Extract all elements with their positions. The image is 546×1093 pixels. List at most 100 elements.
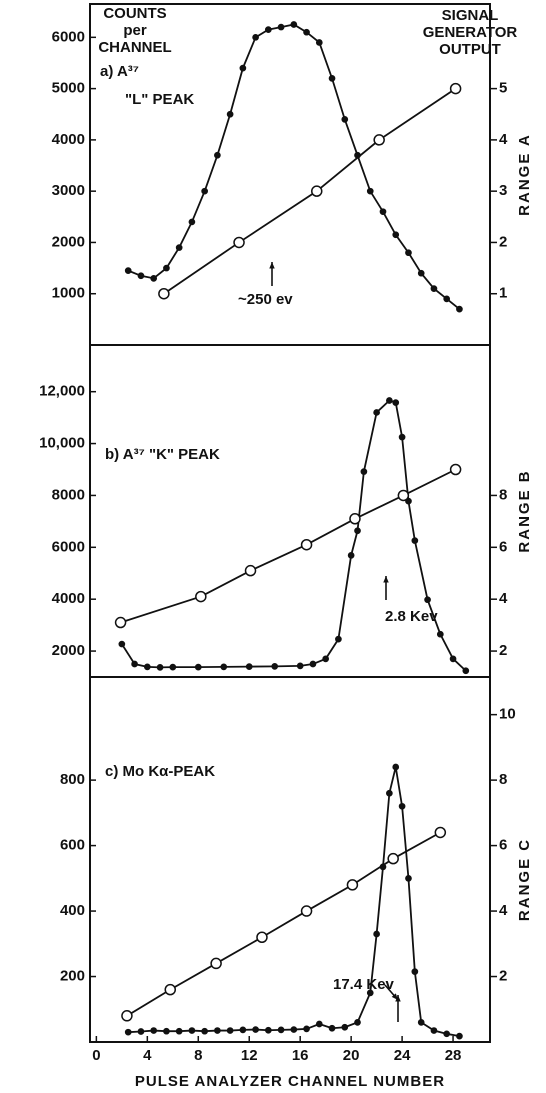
count-point bbox=[430, 285, 438, 292]
signal-point bbox=[256, 931, 268, 943]
signal-point bbox=[349, 513, 361, 525]
count-point bbox=[264, 26, 272, 33]
y2-tick-label: 10 bbox=[499, 706, 516, 723]
arrow-head bbox=[269, 262, 275, 269]
y2-tick-label: 4 bbox=[499, 131, 508, 148]
y-tick-label: 6000 bbox=[52, 28, 85, 45]
range-label: RANGE A bbox=[516, 133, 533, 216]
count-point bbox=[271, 663, 279, 670]
y-tick-label: 6000 bbox=[52, 538, 85, 555]
series-line bbox=[121, 399, 467, 672]
y2-tick-label: 5 bbox=[499, 80, 507, 97]
count-point bbox=[341, 116, 349, 123]
count-point bbox=[188, 218, 196, 226]
count-point bbox=[417, 269, 425, 277]
count-point bbox=[175, 244, 183, 251]
count-point bbox=[354, 527, 361, 535]
count-point bbox=[290, 1026, 298, 1033]
y-axis-label: COUNTS bbox=[103, 5, 166, 22]
count-point bbox=[360, 468, 368, 475]
y2-axis-label: OUTPUT bbox=[439, 41, 501, 58]
signal-point bbox=[373, 134, 385, 146]
panel-label: "L" PEAK bbox=[125, 91, 194, 108]
count-point bbox=[366, 989, 374, 997]
count-point bbox=[214, 151, 221, 159]
y-tick-label: 1000 bbox=[52, 285, 85, 302]
count-point bbox=[315, 39, 323, 46]
signal-point bbox=[449, 463, 462, 476]
signal-point bbox=[449, 82, 462, 95]
count-point bbox=[201, 187, 208, 195]
y2-tick-label: 4 bbox=[499, 902, 508, 919]
count-point bbox=[143, 663, 151, 671]
count-point bbox=[252, 1026, 259, 1033]
signal-point bbox=[233, 236, 245, 249]
y-tick-label: 200 bbox=[60, 967, 85, 984]
count-point bbox=[430, 1027, 438, 1034]
y-tick-label: 4000 bbox=[52, 131, 85, 148]
count-point bbox=[405, 249, 412, 257]
series-line bbox=[126, 831, 441, 1017]
x-tick-label: 16 bbox=[292, 1047, 309, 1064]
y-tick-label: 10,000 bbox=[39, 435, 85, 452]
count-point bbox=[436, 630, 444, 638]
count-point bbox=[124, 1028, 132, 1036]
count-point bbox=[347, 552, 355, 559]
count-point bbox=[386, 397, 393, 404]
count-point bbox=[392, 763, 400, 771]
count-point bbox=[214, 1027, 221, 1034]
count-point bbox=[328, 75, 336, 82]
panel-label: c) Mo Kα-PEAK bbox=[105, 763, 215, 780]
count-point bbox=[405, 497, 412, 505]
count-point bbox=[163, 264, 170, 272]
count-point bbox=[156, 664, 164, 671]
count-point bbox=[366, 187, 374, 195]
y2-tick-label: 4 bbox=[499, 590, 508, 607]
count-point bbox=[322, 655, 330, 663]
x-tick-label: 20 bbox=[343, 1047, 360, 1064]
y2-axis-label: SIGNAL bbox=[442, 7, 499, 24]
y2-tick-label: 8 bbox=[499, 486, 507, 503]
x-tick-label: 24 bbox=[394, 1047, 411, 1064]
count-point bbox=[118, 640, 126, 648]
signal-point bbox=[300, 905, 313, 917]
y-tick-label: 2000 bbox=[52, 233, 85, 250]
x-tick-label: 28 bbox=[445, 1047, 462, 1064]
count-point bbox=[226, 110, 234, 118]
count-point bbox=[354, 1019, 361, 1026]
count-point bbox=[226, 1027, 234, 1034]
count-point bbox=[175, 1027, 183, 1035]
signal-point bbox=[387, 852, 399, 865]
count-point bbox=[398, 802, 406, 810]
count-point bbox=[392, 231, 400, 239]
y2-tick-label: 8 bbox=[499, 771, 507, 788]
panel-frame bbox=[89, 676, 491, 1043]
y-tick-label: 12,000 bbox=[39, 383, 85, 400]
series-line bbox=[128, 766, 460, 1037]
panel-frame bbox=[89, 344, 491, 678]
annotation: 17.4 Kev bbox=[333, 976, 395, 993]
annotation: 2.8 Kev bbox=[385, 608, 438, 625]
x-tick-label: 12 bbox=[241, 1047, 258, 1064]
y-tick-label: 400 bbox=[60, 902, 85, 919]
y-tick-label: 800 bbox=[60, 771, 85, 788]
arrow-head bbox=[391, 993, 398, 1000]
y2-tick-label: 3 bbox=[499, 182, 507, 199]
count-point bbox=[194, 663, 202, 671]
signal-point bbox=[434, 826, 447, 839]
count-point bbox=[373, 409, 380, 416]
count-point bbox=[315, 1020, 323, 1028]
count-point bbox=[392, 399, 400, 406]
x-axis-label: PULSE ANALYZER CHANNEL NUMBER bbox=[135, 1073, 445, 1090]
count-point bbox=[417, 1019, 425, 1026]
count-point bbox=[245, 663, 253, 670]
y2-tick-label: 2 bbox=[499, 233, 507, 250]
count-point bbox=[456, 305, 463, 313]
y-tick-label: 3000 bbox=[52, 182, 85, 199]
series-line bbox=[127, 23, 460, 310]
y2-tick-label: 1 bbox=[499, 285, 507, 302]
count-point bbox=[277, 23, 285, 31]
count-point bbox=[462, 667, 470, 675]
count-point bbox=[386, 789, 393, 797]
count-point bbox=[373, 930, 380, 938]
